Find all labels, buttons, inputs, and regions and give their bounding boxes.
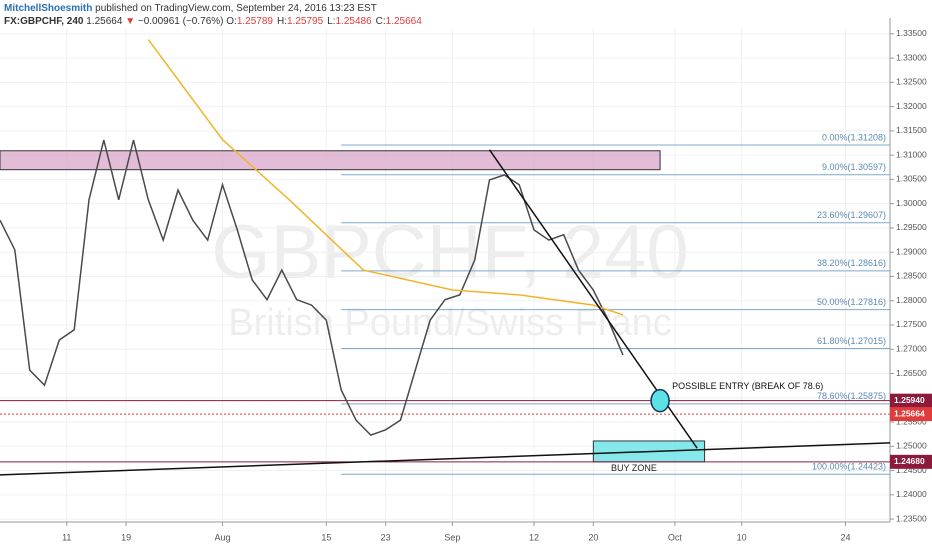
direction: ▼	[125, 16, 136, 27]
ohlc-label: C:	[375, 16, 386, 27]
zone	[0, 150, 661, 171]
author[interactable]: MitchellShoesmith	[4, 3, 93, 14]
ohlc-value: 1.25486	[335, 16, 372, 27]
y-tick-label: 1.24500	[896, 465, 927, 475]
price-tag	[890, 454, 932, 469]
y-tick-label: 1.31500	[896, 125, 927, 135]
fib-label: 100.00%(1.24423)	[812, 462, 886, 472]
price-tag	[890, 407, 932, 422]
y-tick-label: 1.33500	[896, 28, 927, 38]
y-tick-label: 1.28500	[896, 271, 927, 281]
header-line: MitchellShoesmith published on TradingVi…	[4, 2, 426, 15]
zone-label: BUY ZONE	[611, 463, 657, 473]
entry-label: POSSIBLE ENTRY (BREAK OF 78.6)	[672, 381, 823, 391]
y-tick-label: 1.30500	[896, 174, 927, 184]
y-tick-label: 1.28000	[896, 295, 927, 305]
x-tick-label: 19	[121, 532, 131, 542]
x-tick-label: Sep	[444, 532, 460, 542]
x-tick-label: 11	[62, 532, 71, 542]
y-tick-label: 1.30000	[896, 198, 927, 208]
change: −0.00961 (−0.76%)	[137, 16, 224, 27]
y-tick-label: 1.26500	[896, 368, 927, 378]
x-tick-label: 20	[588, 532, 598, 542]
y-tick-label: 1.25000	[896, 441, 927, 451]
fib-label: 50.00%(1.27816)	[817, 297, 886, 307]
fib-label: 9.00%(1.30597)	[822, 162, 886, 172]
y-tick-label: 1.27000	[896, 343, 927, 353]
y-tick-label: 1.29500	[896, 222, 927, 232]
trendline	[0, 442, 891, 476]
x-tick-label: Aug	[214, 532, 230, 542]
price-line	[147, 39, 624, 316]
ohlc: O:1.25789 H:1.25795 L:1.25486 C:1.25664	[226, 16, 426, 27]
y-tick-label: 1.24000	[896, 489, 927, 499]
ohlc-value: 1.25789	[236, 16, 273, 27]
fib-label: 78.60%(1.25875)	[817, 391, 886, 401]
y-tick-label: 1.33000	[896, 52, 927, 62]
ohlc-value: 1.25795	[287, 16, 324, 27]
fib-label: 23.60%(1.29607)	[817, 210, 886, 220]
symbol: FX:GBPCHF, 240	[4, 16, 84, 27]
x-tick-label: 24	[840, 532, 850, 542]
price-tag-label: 1.25940	[894, 395, 925, 405]
price-tag-label: 1.24680	[894, 456, 925, 466]
fib-label: 61.80%(1.27015)	[817, 336, 886, 346]
fib-label: 38.20%(1.28616)	[817, 258, 886, 268]
y-tick-label: 1.32500	[896, 77, 927, 87]
ohlc-label: O:	[226, 16, 237, 27]
x-tick-label: 12	[529, 532, 539, 542]
fib-label: 0.00%(1.31208)	[822, 132, 886, 142]
header-line: FX:GBPCHF, 240 1.25664 ▼ −0.00961 (−0.76…	[4, 15, 426, 28]
ohlc-value: 1.25664	[385, 16, 422, 27]
y-tick-label: 1.23500	[896, 513, 927, 523]
price-line	[0, 139, 624, 436]
y-tick-label: 1.32000	[896, 101, 927, 111]
x-tick-label: Oct	[668, 532, 683, 542]
x-tick-label: 15	[321, 532, 331, 542]
header: MitchellShoesmith published on TradingVi…	[4, 2, 426, 28]
published: published on TradingView.com, September …	[95, 3, 377, 14]
y-tick-label: 1.25500	[896, 416, 927, 426]
y-tick-label: 1.31000	[896, 149, 927, 159]
price-tag-label: 1.25664	[894, 408, 925, 418]
x-tick-label: 10	[737, 532, 747, 542]
ohlc-label: H:	[277, 16, 287, 27]
y-tick-label: 1.27500	[896, 319, 927, 329]
last: 1.25664	[86, 16, 123, 27]
watermark-name: British Pound/Swiss Franc	[228, 302, 672, 344]
x-tick-label: 23	[381, 532, 391, 542]
price-tag	[890, 393, 932, 408]
ohlc-label: L:	[327, 16, 336, 27]
y-tick-label: 1.29000	[896, 246, 927, 256]
entry-marker	[650, 388, 670, 413]
